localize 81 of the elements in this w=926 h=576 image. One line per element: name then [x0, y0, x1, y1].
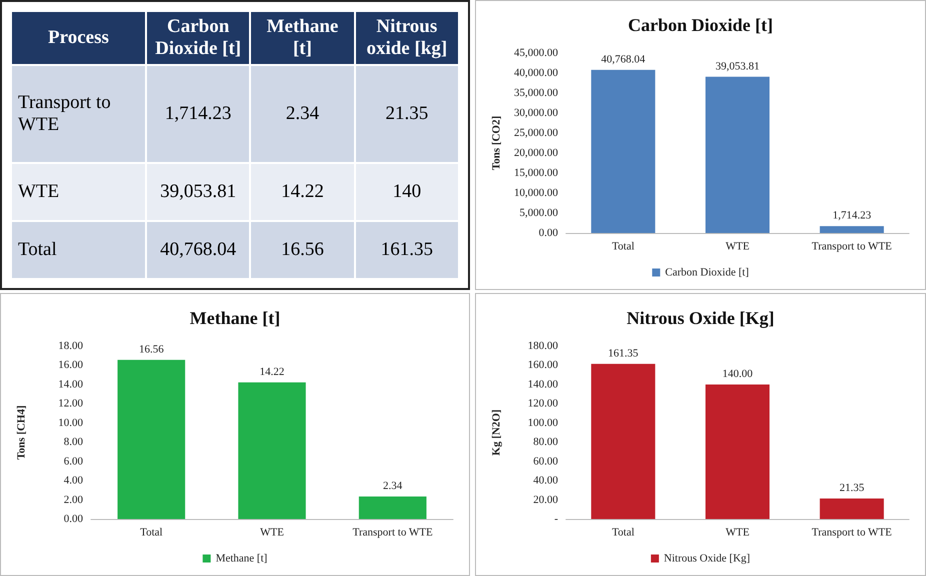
x-tick-label: WTE	[260, 526, 284, 538]
y-tick-label: 10,000.00	[514, 187, 558, 199]
category-label: Carbon Dioxide [t]	[146, 11, 250, 65]
category-label: WTE	[18, 180, 60, 202]
x-tick-label: Transport to WTE	[352, 526, 433, 538]
y-tick-label: 0.00	[538, 227, 558, 239]
data-label: 39,053.81	[716, 60, 760, 72]
y-axis-title: Tons [CO2]	[490, 116, 502, 170]
y-tick-label: 16.00	[58, 359, 84, 372]
y-tick-label: 140.00	[528, 378, 558, 390]
x-tick-label: Total	[612, 526, 634, 538]
y-tick-label: 14.00	[58, 378, 84, 390]
bar	[238, 382, 306, 519]
y-tick-label: 40,000.00	[514, 67, 558, 79]
text: 161.35	[380, 238, 433, 260]
x-tick-label: Total	[612, 240, 634, 252]
data-label: 2.34	[383, 480, 403, 492]
bar	[820, 498, 884, 519]
bar	[118, 360, 186, 519]
x-tick-label: WTE	[726, 526, 750, 538]
x-tick-label: WTE	[726, 240, 750, 252]
text: 16.56	[281, 238, 324, 260]
legend-label: Carbon Dioxide [t]	[665, 266, 749, 278]
x-tick-label: Total	[140, 526, 163, 538]
data-label: 140.00	[722, 368, 754, 380]
legend-label: Nitrous Oxide [Kg]	[664, 552, 750, 564]
y-tick-label: 180.00	[528, 340, 558, 352]
y-tick-label: 100.00	[528, 416, 558, 429]
y-tick-label: 80.00	[533, 436, 558, 448]
y-tick-label: 35,000.00	[514, 87, 558, 99]
y-tick-label: 60.00	[533, 455, 558, 468]
y-tick-label: 15,000.00	[514, 167, 558, 179]
chart-title: Methane [t]	[190, 308, 280, 328]
y-tick-label: 12.00	[58, 398, 84, 410]
y-tick-label: 2.00	[64, 494, 84, 506]
bar	[705, 384, 770, 519]
y-tick-label: 4.00	[64, 474, 84, 487]
y-tick-label: 45,000.00	[514, 47, 558, 59]
bar	[705, 76, 770, 233]
y-tick-label: 160.00	[528, 359, 558, 372]
y-tick-label: 40.00	[533, 474, 558, 487]
category-label: Methane [t]	[250, 11, 355, 65]
category-label: Process	[11, 11, 146, 65]
text: 39,053.81	[160, 180, 236, 202]
x-tick-label: Transport to WTE	[812, 240, 892, 252]
y-tick-label: 6.00	[64, 455, 84, 468]
text: 2.34	[286, 102, 320, 124]
y-axis-title: Kg [N2O]	[490, 409, 502, 456]
y-tick-label: 5,000.00	[520, 207, 558, 219]
y-tick-label: 18.00	[58, 340, 84, 352]
data-label: 1,714.23	[832, 210, 872, 222]
y-tick-label: 120.00	[528, 398, 558, 410]
data-label: 161.35	[608, 347, 639, 360]
bar	[591, 364, 656, 519]
chart-title: Nitrous Oxide [Kg]	[626, 308, 774, 328]
data-label: 40,768.04	[601, 53, 646, 66]
text: 140	[392, 180, 422, 202]
data-label: 16.56	[138, 343, 164, 356]
data-label: 14.22	[260, 366, 284, 378]
chart-title: Carbon Dioxide [t]	[628, 15, 773, 35]
bar	[820, 226, 884, 233]
text: 1,714.23	[164, 102, 232, 124]
y-tick-label: 8.00	[64, 436, 84, 448]
bar	[358, 496, 426, 519]
y-axis-title: Tons [CH4]	[16, 405, 28, 460]
y-tick-label: -	[554, 513, 558, 525]
y-tick-label: 20.00	[533, 494, 558, 506]
bar	[591, 70, 656, 233]
y-tick-label: 25,000.00	[514, 127, 558, 139]
x-tick-label: Transport to WTE	[812, 526, 892, 538]
y-tick-label: 10.00	[58, 416, 84, 429]
text: 21.35	[385, 102, 428, 124]
y-tick-label: 0.00	[64, 513, 84, 525]
legend-label: Methane [t]	[216, 552, 268, 564]
text: 14.22	[281, 180, 324, 202]
y-tick-label: 20,000.00	[514, 147, 558, 159]
category-label: Nitrous oxide [kg]	[354, 11, 459, 65]
data-label: 21.35	[839, 482, 865, 494]
category-label: Transport to WTE	[18, 92, 111, 135]
text: 40,768.04	[160, 238, 236, 260]
y-tick-label: 30,000.00	[514, 107, 558, 119]
